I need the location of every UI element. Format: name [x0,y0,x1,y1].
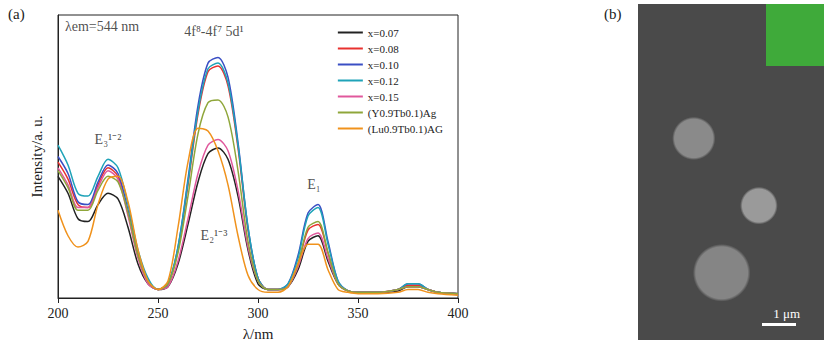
svg-text:x=0.07: x=0.07 [368,27,399,39]
svg-text:x=0.12: x=0.12 [368,75,399,87]
html-text:(a): (a) [8,6,25,22]
svg-text:(Y0.9Tb0.1)Ag: (Y0.9Tb0.1)Ag [368,107,437,120]
html-text:1 μm: 1 μm [773,306,800,321]
svg-text:4f⁸-4f⁷ 5d¹: 4f⁸-4f⁷ 5d¹ [184,24,243,39]
svg-text:350: 350 [348,306,369,321]
svg-text:E₃¹⁻²: E₃¹⁻² [95,132,122,147]
svg-text:250: 250 [148,306,169,321]
svg-text:400: 400 [448,306,469,321]
svg-text:Intensity/a. u.: Intensity/a. u. [29,115,45,197]
svg-text:λem=544 nm: λem=544 nm [65,19,139,34]
svg-text:x=0.10: x=0.10 [368,59,399,71]
svg-text:λ/nm: λ/nm [243,326,274,342]
svg-text:E₂¹⁻³: E₂¹⁻³ [201,228,228,243]
svg-text:E₁: E₁ [307,177,320,192]
svg-text:x=0.15: x=0.15 [368,91,399,103]
svg-text:x=0.08: x=0.08 [368,43,399,55]
svg-text:300: 300 [248,306,269,321]
svg-text:(Lu0.9Tb0.1)AG: (Lu0.9Tb0.1)AG [368,123,443,136]
html-text:(b): (b) [604,6,622,22]
svg-text:200: 200 [48,306,69,321]
